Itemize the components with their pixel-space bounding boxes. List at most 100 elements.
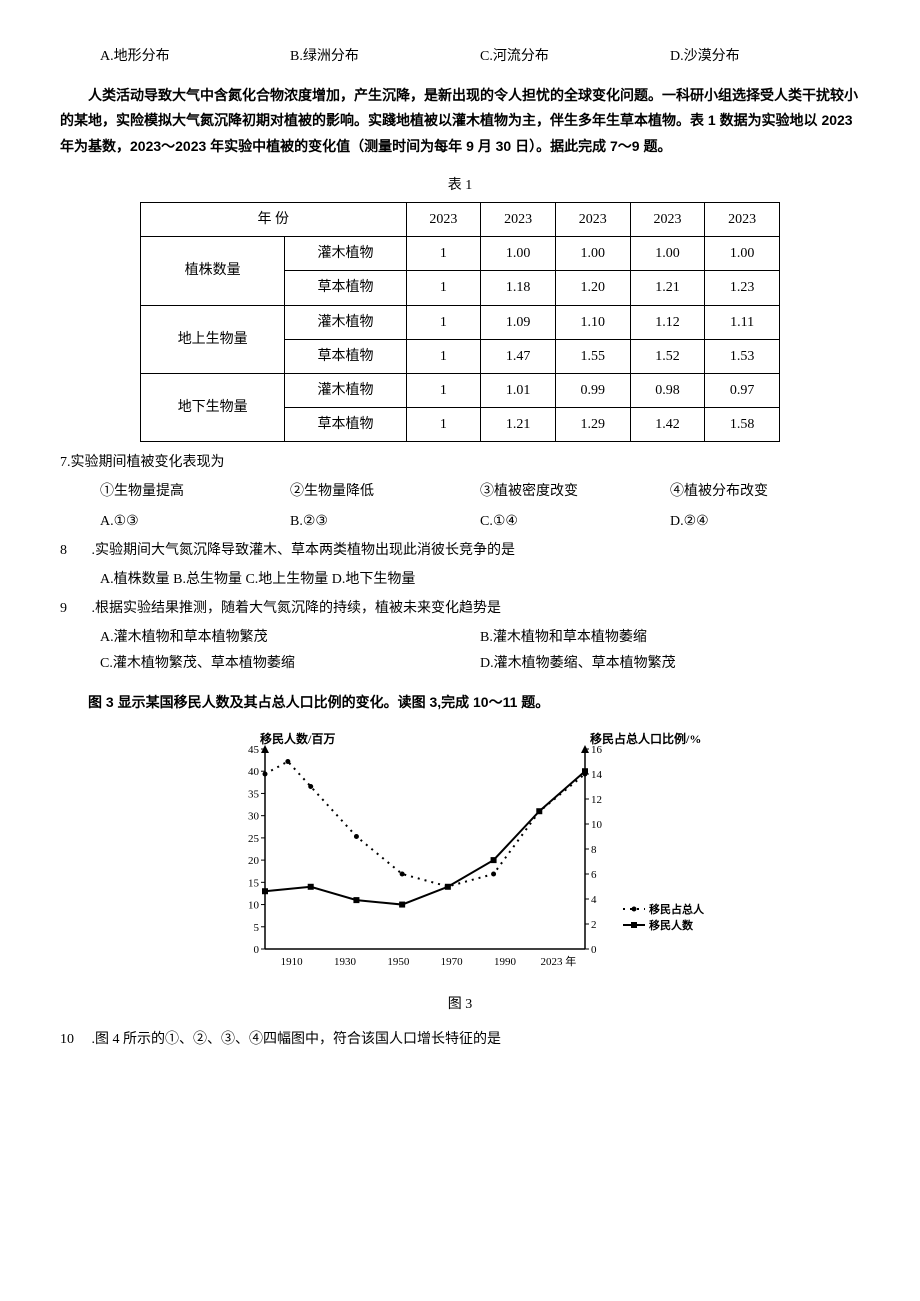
option-c: C.河流分布	[480, 44, 670, 69]
cell: 1.09	[481, 305, 556, 339]
cell: 草本植物	[285, 271, 406, 305]
svg-text:4: 4	[591, 894, 597, 906]
svg-text:40: 40	[248, 766, 260, 778]
q7-subs: ①生物量提高 ②生物量降低 ③植被密度改变 ④植被分布改变	[100, 479, 860, 504]
table-row: 地下生物量 灌木植物 1 1.01 0.99 0.98 0.97	[141, 373, 780, 407]
table1-year-3: 2023	[630, 202, 705, 236]
q7-opt-d: D.②④	[670, 509, 860, 534]
svg-text:0: 0	[254, 944, 260, 956]
cell: 1	[406, 271, 481, 305]
cell: 0.97	[705, 373, 780, 407]
svg-text:移民占总人口比例/%: 移民占总人口比例/%	[590, 731, 701, 746]
svg-text:1910: 1910	[281, 956, 304, 968]
cell: 1.55	[555, 339, 630, 373]
cell: 1.52	[630, 339, 705, 373]
svg-text:12: 12	[591, 794, 602, 806]
q7-opt-a: A.①③	[100, 509, 290, 534]
group-0-name: 植株数量	[141, 237, 285, 305]
cell: 1.21	[481, 408, 556, 442]
q10-stem: .图 4 所示的①、②、③、④四幅图中，符合该国人口增长特征的是	[92, 1032, 502, 1047]
svg-text:6: 6	[591, 869, 597, 881]
q10-num: 10	[60, 1027, 88, 1052]
svg-text:移民人数/百万: 移民人数/百万	[260, 731, 335, 746]
table1-year-4: 2023	[705, 202, 780, 236]
q8-num: 8	[60, 538, 88, 563]
cell: 0.98	[630, 373, 705, 407]
table1: 年 份 2023 2023 2023 2023 2023 植株数量 灌木植物 1…	[140, 202, 780, 442]
cell: 草本植物	[285, 408, 406, 442]
chart3-svg: 移民人数/百万移民占总人口比例/%05101520253035404502468…	[215, 729, 705, 979]
svg-text:2: 2	[591, 919, 597, 931]
q9: 9 .根据实验结果推测，随着大气氮沉降的持续，植被未来变化趋势是	[60, 596, 860, 621]
q7-opt-c: C.①④	[480, 509, 670, 534]
svg-text:16: 16	[591, 744, 603, 756]
cell: 1.00	[630, 237, 705, 271]
group-1-name: 地上生物量	[141, 305, 285, 373]
svg-text:移民人数: 移民人数	[649, 918, 694, 932]
svg-text:1930: 1930	[334, 956, 357, 968]
table1-caption: 表 1	[60, 173, 860, 198]
svg-text:20: 20	[248, 855, 260, 867]
table1-year-2: 2023	[555, 202, 630, 236]
svg-text:15: 15	[248, 877, 260, 889]
cell: 1	[406, 339, 481, 373]
q9-opt-c: C.灌木植物繁茂、草本植物萎缩	[100, 651, 480, 676]
svg-text:5: 5	[254, 922, 260, 934]
q8: 8 .实验期间大气氮沉降导致灌木、草本两类植物出现此消彼长竞争的是	[60, 538, 860, 563]
cell: 1.47	[481, 339, 556, 373]
q9-opt-b: B.灌木植物和草本植物萎缩	[480, 625, 860, 650]
q9-options: A.灌木植物和草本植物繁茂 B.灌木植物和草本植物萎缩 C.灌木植物繁茂、草本植…	[100, 625, 860, 675]
cell: 1.29	[555, 408, 630, 442]
q7-stem: 7.实验期间植被变化表现为	[60, 450, 860, 475]
cell: 1.11	[705, 305, 780, 339]
cell: 1	[406, 237, 481, 271]
q7-sub2: ②生物量降低	[290, 479, 480, 504]
prev-question-options: A.地形分布 B.绿洲分布 C.河流分布 D.沙漠分布	[100, 44, 860, 69]
cell: 1.42	[630, 408, 705, 442]
cell: 1	[406, 408, 481, 442]
table1-header-year: 年 份	[141, 202, 407, 236]
q8-options: A.植株数量 B.总生物量 C.地上生物量 D.地下生物量	[100, 567, 860, 592]
cell: 1.20	[555, 271, 630, 305]
cell: 灌木植物	[285, 373, 406, 407]
passage-migration: 图 3 显示某国移民人数及其占总人口比例的变化。读图 3,完成 10～11 题。	[60, 690, 860, 715]
passage-nitrogen: 人类活动导致大气中含氮化合物浓度增加，产生沉降，是新出现的令人担忧的全球变化问题…	[60, 83, 860, 159]
svg-text:30: 30	[248, 811, 260, 823]
q9-stem: .根据实验结果推测，随着大气氮沉降的持续，植被未来变化趋势是	[92, 601, 502, 616]
cell: 1.58	[705, 408, 780, 442]
cell: 1.01	[481, 373, 556, 407]
q9-opt-d: D.灌木植物萎缩、草本植物繁茂	[480, 651, 860, 676]
q7-sub1: ①生物量提高	[100, 479, 290, 504]
cell: 灌木植物	[285, 305, 406, 339]
q9-num: 9	[60, 596, 88, 621]
table-row: 植株数量 灌木植物 1 1.00 1.00 1.00 1.00	[141, 237, 780, 271]
cell: 1.23	[705, 271, 780, 305]
cell: 0.99	[555, 373, 630, 407]
svg-text:1970: 1970	[441, 956, 464, 968]
svg-text:10: 10	[248, 899, 260, 911]
q9-opt-a: A.灌木植物和草本植物繁茂	[100, 625, 480, 650]
svg-text:10: 10	[591, 819, 603, 831]
cell: 1	[406, 305, 481, 339]
cell: 草本植物	[285, 339, 406, 373]
q7-sub3: ③植被密度改变	[480, 479, 670, 504]
cell: 1	[406, 373, 481, 407]
q8-stem: .实验期间大气氮沉降导致灌木、草本两类植物出现此消彼长竞争的是	[92, 543, 516, 558]
q10: 10 .图 4 所示的①、②、③、④四幅图中，符合该国人口增长特征的是	[60, 1027, 860, 1052]
option-d: D.沙漠分布	[670, 44, 860, 69]
table1-year-0: 2023	[406, 202, 481, 236]
chart3-caption: 图 3	[60, 992, 860, 1017]
svg-text:45: 45	[248, 744, 260, 756]
svg-text:25: 25	[248, 833, 260, 845]
svg-text:2023 年: 2023 年	[540, 954, 576, 968]
cell: 1.53	[705, 339, 780, 373]
option-a: A.地形分布	[100, 44, 290, 69]
cell: 灌木植物	[285, 237, 406, 271]
cell: 1.12	[630, 305, 705, 339]
svg-text:移民占总人口: 移民占总人口	[649, 902, 705, 916]
q7-opt-b: B.②③	[290, 509, 480, 534]
table1-year-1: 2023	[481, 202, 556, 236]
svg-text:8: 8	[591, 844, 597, 856]
svg-text:0: 0	[591, 944, 597, 956]
group-2-name: 地下生物量	[141, 373, 285, 441]
